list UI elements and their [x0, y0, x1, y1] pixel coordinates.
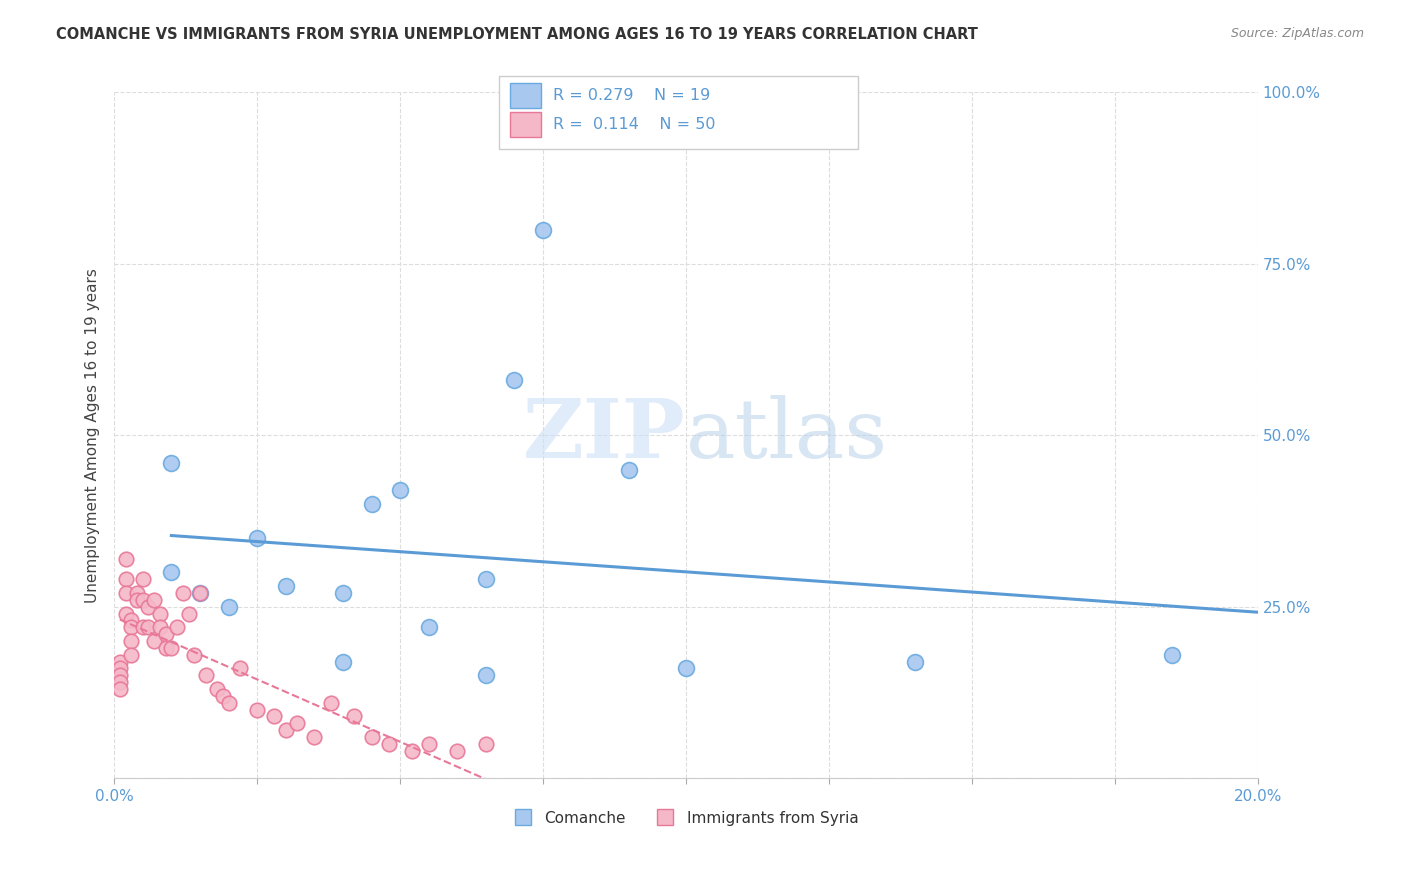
Text: R = 0.279    N = 19: R = 0.279 N = 19 — [553, 88, 710, 103]
Point — [389, 483, 412, 498]
Point — [155, 640, 177, 655]
Point — [183, 648, 205, 662]
Point — [531, 222, 554, 236]
Point — [160, 566, 183, 580]
Legend: Comanche, Immigrants from Syria: Comanche, Immigrants from Syria — [508, 804, 865, 832]
Point — [138, 599, 160, 614]
Point — [188, 586, 211, 600]
Text: atlas: atlas — [686, 395, 889, 475]
Point — [155, 627, 177, 641]
Point — [401, 744, 423, 758]
Point — [132, 620, 155, 634]
Point — [617, 462, 640, 476]
Point — [229, 661, 252, 675]
Point — [446, 744, 468, 758]
Point — [205, 681, 228, 696]
Point — [132, 572, 155, 586]
Point — [125, 593, 148, 607]
Text: ZIP: ZIP — [523, 395, 686, 475]
Point — [274, 723, 297, 738]
Point — [108, 675, 131, 690]
Point — [475, 737, 498, 751]
Point — [218, 696, 240, 710]
Point — [343, 709, 366, 723]
Point — [211, 689, 233, 703]
Point — [274, 579, 297, 593]
Point — [188, 586, 211, 600]
Text: Source: ZipAtlas.com: Source: ZipAtlas.com — [1230, 27, 1364, 40]
Point — [263, 709, 285, 723]
Point — [120, 634, 142, 648]
Point — [360, 730, 382, 744]
Point — [377, 737, 399, 751]
Point — [904, 655, 927, 669]
Point — [108, 655, 131, 669]
Point — [108, 681, 131, 696]
Point — [475, 668, 498, 682]
Y-axis label: Unemployment Among Ages 16 to 19 years: Unemployment Among Ages 16 to 19 years — [86, 268, 100, 603]
Point — [160, 640, 183, 655]
Point — [166, 620, 188, 634]
Point — [332, 655, 354, 669]
Point — [360, 497, 382, 511]
Point — [304, 730, 326, 744]
Point — [149, 620, 172, 634]
Point — [332, 586, 354, 600]
Point — [418, 620, 440, 634]
Point — [114, 586, 136, 600]
Point — [132, 593, 155, 607]
Point — [160, 456, 183, 470]
Point — [143, 634, 166, 648]
Point — [138, 620, 160, 634]
Point — [108, 668, 131, 682]
Point — [108, 661, 131, 675]
Point — [114, 551, 136, 566]
Point — [120, 648, 142, 662]
Point — [177, 607, 200, 621]
Point — [1161, 648, 1184, 662]
Point — [114, 607, 136, 621]
Text: COMANCHE VS IMMIGRANTS FROM SYRIA UNEMPLOYMENT AMONG AGES 16 TO 19 YEARS CORRELA: COMANCHE VS IMMIGRANTS FROM SYRIA UNEMPL… — [56, 27, 979, 42]
Point — [125, 586, 148, 600]
Point — [218, 599, 240, 614]
Text: R =  0.114    N = 50: R = 0.114 N = 50 — [553, 118, 716, 132]
Point — [172, 586, 194, 600]
Point — [114, 572, 136, 586]
Point — [475, 572, 498, 586]
Point — [149, 607, 172, 621]
Point — [246, 703, 269, 717]
Point — [675, 661, 697, 675]
Point — [194, 668, 217, 682]
Point — [120, 620, 142, 634]
Point — [120, 614, 142, 628]
Point — [503, 373, 526, 387]
Point — [285, 716, 308, 731]
Point — [321, 696, 343, 710]
Point — [246, 531, 269, 545]
Point — [143, 593, 166, 607]
Point — [418, 737, 440, 751]
